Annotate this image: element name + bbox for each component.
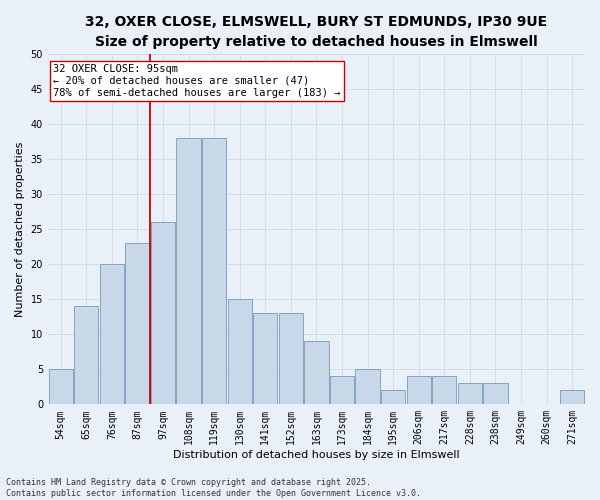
- Bar: [304, 341, 329, 404]
- Title: 32, OXER CLOSE, ELMSWELL, BURY ST EDMUNDS, IP30 9UE
Size of property relative to: 32, OXER CLOSE, ELMSWELL, BURY ST EDMUND…: [85, 15, 548, 48]
- Text: 32 OXER CLOSE: 95sqm
← 20% of detached houses are smaller (47)
78% of semi-detac: 32 OXER CLOSE: 95sqm ← 20% of detached h…: [53, 64, 341, 98]
- Bar: [74, 306, 98, 404]
- Bar: [227, 299, 252, 405]
- Bar: [407, 376, 431, 404]
- Y-axis label: Number of detached properties: Number of detached properties: [15, 142, 25, 317]
- Bar: [330, 376, 354, 404]
- Bar: [432, 376, 457, 404]
- Bar: [176, 138, 201, 404]
- Bar: [355, 370, 380, 404]
- Bar: [560, 390, 584, 404]
- Bar: [484, 384, 508, 404]
- Bar: [279, 313, 303, 404]
- Bar: [381, 390, 406, 404]
- Bar: [151, 222, 175, 404]
- Bar: [202, 138, 226, 404]
- Bar: [253, 313, 277, 404]
- Bar: [49, 370, 73, 404]
- Bar: [125, 243, 149, 404]
- Bar: [100, 264, 124, 404]
- X-axis label: Distribution of detached houses by size in Elmswell: Distribution of detached houses by size …: [173, 450, 460, 460]
- Text: Contains HM Land Registry data © Crown copyright and database right 2025.
Contai: Contains HM Land Registry data © Crown c…: [6, 478, 421, 498]
- Bar: [458, 384, 482, 404]
